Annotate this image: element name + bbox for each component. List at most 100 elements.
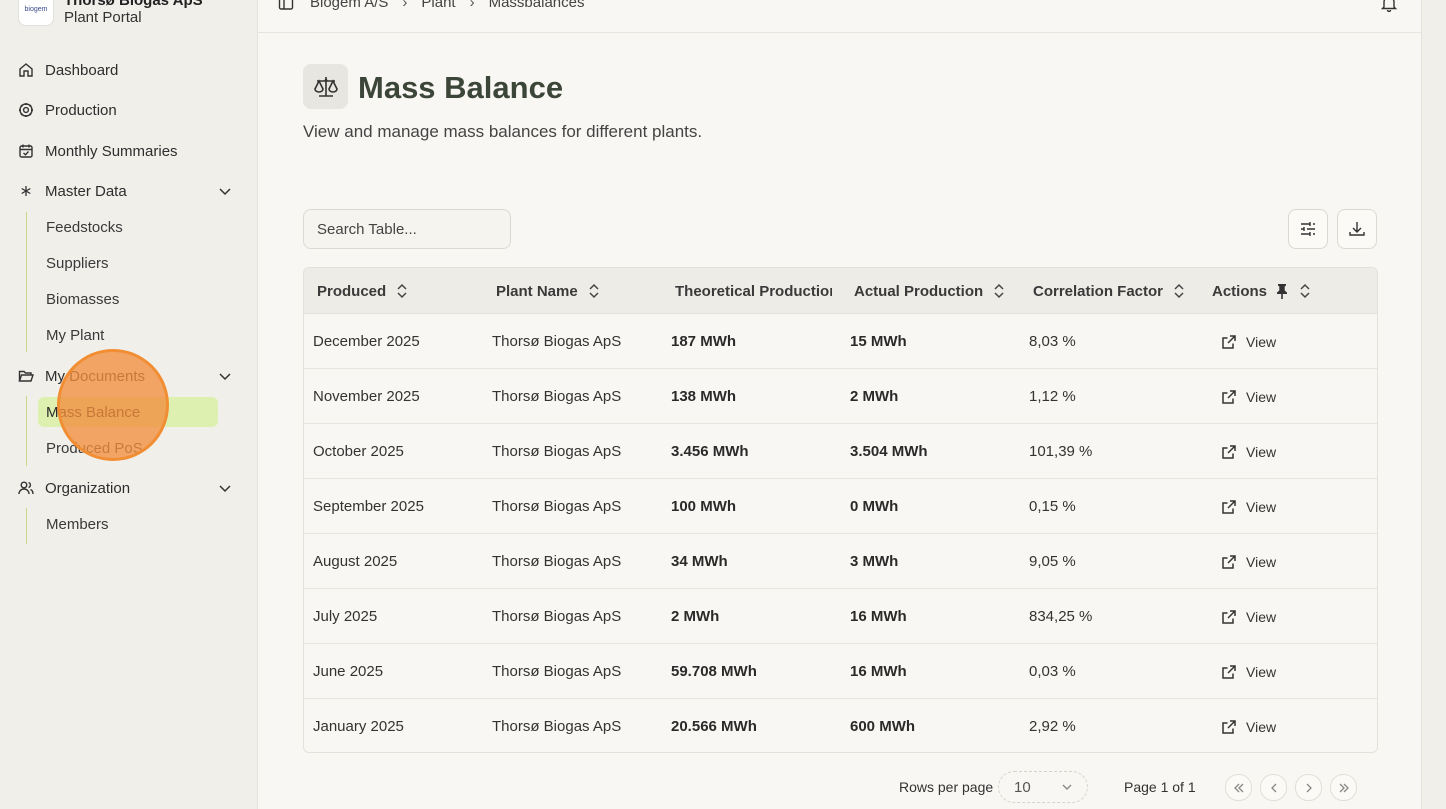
external-link-icon: [1222, 334, 1236, 349]
column-settings-button[interactable]: [1288, 209, 1328, 249]
view-button[interactable]: View: [1221, 609, 1276, 625]
column-header-correlation-factor[interactable]: Correlation Factor: [1033, 268, 1203, 314]
last-page-button[interactable]: [1330, 774, 1357, 801]
column-header-actual-production[interactable]: Actual Production: [854, 268, 1024, 314]
first-page-button[interactable]: [1225, 774, 1252, 801]
table-row: August 2025 Thorsø Biogas ApS 34 MWh 3 MWh 9…: [304, 534, 1377, 589]
mass-balance-table: Produced Plant Name Theoretical Producti…: [303, 267, 1378, 753]
sort-icon[interactable]: [993, 283, 1005, 299]
chevron-left-icon: [1270, 783, 1276, 792]
column-header-actions[interactable]: Actions: [1212, 268, 1362, 314]
cell-actions: View: [1221, 589, 1276, 644]
column-header-produced[interactable]: Produced: [317, 268, 487, 314]
sidebar-item-label: My Documents: [45, 367, 146, 385]
view-label: View: [1246, 388, 1277, 405]
chevron-down-icon: [1062, 784, 1072, 790]
cell-actions: View: [1221, 534, 1276, 589]
external-link-icon: [1222, 719, 1236, 734]
previous-page-button[interactable]: [1260, 774, 1287, 801]
view-button[interactable]: View: [1221, 719, 1276, 735]
sidebar-item-monthly-summaries[interactable]: Monthly Summaries: [18, 135, 240, 167]
sort-icon[interactable]: [588, 283, 600, 299]
view-button[interactable]: View: [1221, 664, 1276, 680]
cell-actual-production: 16 MWh: [850, 608, 907, 625]
sort-icon[interactable]: [1299, 283, 1311, 299]
submenu-line: [26, 508, 27, 544]
chevrons-left-icon: [1233, 783, 1243, 792]
cell-actual-production: 2 MWh: [850, 388, 899, 405]
cell-actions: View: [1221, 424, 1276, 479]
download-button[interactable]: [1337, 209, 1377, 249]
chevron-down-icon[interactable]: [218, 369, 232, 383]
sidebar-item-my-plant[interactable]: My Plant: [46, 326, 105, 344]
sidebar-item-label: Production: [45, 101, 117, 119]
brand[interactable]: biogem Thorsø Biogas ApS Plant Portal: [18, 0, 203, 26]
sidebar: biogem Thorsø Biogas ApS Plant Portal Da…: [0, 0, 258, 809]
breadcrumb-current: Massbalances: [488, 0, 585, 11]
cell-actions: View: [1221, 314, 1276, 369]
submenu-line: [26, 396, 27, 466]
cell-theoretical-production: 59.708 MWh: [671, 663, 757, 680]
breadcrumb-item[interactable]: Plant: [421, 0, 456, 11]
cell-plant-name: Thorsø Biogas ApS: [492, 498, 622, 515]
sidebar-item-label: Master Data: [45, 182, 127, 200]
main-content: Biogem A/S › Plant › Massbalances Mass B…: [258, 0, 1422, 809]
cell-plant-name: Thorsø Biogas ApS: [492, 718, 622, 735]
chevron-right-icon: ›: [402, 0, 408, 11]
table-row: October 2025 Thorsø Biogas ApS 3.456 MWh 3.…: [304, 424, 1377, 479]
cell-produced: January 2025: [313, 718, 404, 735]
search-input[interactable]: [303, 209, 511, 249]
sidebar-item-produced-pos[interactable]: Produced PoS: [46, 439, 143, 457]
external-link-icon: [1222, 664, 1236, 679]
rows-per-page-select[interactable]: 10: [998, 771, 1088, 803]
view-button[interactable]: View: [1221, 444, 1276, 460]
cell-produced: June 2025: [313, 663, 384, 680]
column-header-theoretical-production[interactable]: Theoretical Production: [675, 282, 832, 300]
view-button[interactable]: View: [1221, 389, 1276, 405]
view-button[interactable]: View: [1221, 554, 1276, 570]
page-description: View and manage mass balances for differ…: [303, 122, 703, 141]
sidebar-item-suppliers[interactable]: Suppliers: [46, 254, 109, 272]
sidebar-item-label: Organization: [45, 479, 131, 497]
cell-actual-production: 16 MWh: [850, 663, 907, 680]
cell-plant-name: Thorsø Biogas ApS: [492, 663, 622, 680]
sidebar-item-feedstocks[interactable]: Feedstocks: [46, 218, 123, 236]
cell-actions: View: [1221, 479, 1276, 534]
sidebar-item-biomasses[interactable]: Biomasses: [46, 290, 120, 308]
view-button[interactable]: View: [1221, 334, 1276, 350]
chevron-right-icon: ›: [469, 0, 475, 11]
sidebar-item-members[interactable]: Members: [46, 515, 109, 533]
bell-icon[interactable]: [1380, 0, 1398, 12]
cell-produced: August 2025: [313, 553, 398, 570]
chevron-down-icon[interactable]: [218, 481, 232, 495]
sidebar-item-my-documents[interactable]: My Documents: [18, 360, 240, 392]
external-link-icon: [1222, 444, 1236, 459]
view-button[interactable]: View: [1221, 499, 1276, 515]
sidebar-item-organization[interactable]: Organization: [18, 472, 240, 504]
cell-correlation-factor: 2,92 %: [1029, 718, 1076, 735]
cell-correlation-factor: 8,03 %: [1029, 333, 1076, 350]
external-link-icon: [1222, 554, 1236, 569]
chevron-down-icon[interactable]: [218, 184, 232, 198]
next-page-button[interactable]: [1295, 774, 1322, 801]
rows-per-page-label: Rows per page: [899, 779, 994, 795]
sort-icon[interactable]: [396, 283, 408, 299]
chevron-right-icon: [1306, 783, 1312, 792]
sidebar-item-production[interactable]: Production: [18, 94, 240, 126]
breadcrumb-item[interactable]: Biogem A/S: [310, 0, 389, 11]
window-edge: [1422, 0, 1446, 809]
column-header-plant-name[interactable]: Plant Name: [496, 268, 666, 314]
sidebar-item-mass-balance[interactable]: Mass Balance: [38, 397, 218, 427]
sidebar-item-dashboard[interactable]: Dashboard: [18, 54, 240, 86]
table-header: Produced Plant Name Theoretical Producti…: [304, 268, 1377, 314]
topbar: Biogem A/S › Plant › Massbalances: [258, 0, 1422, 33]
sidebar-toggle-icon[interactable]: [278, 0, 294, 11]
sidebar-item-master-data[interactable]: Master Data: [18, 175, 240, 207]
pin-icon[interactable]: [1275, 283, 1289, 299]
portal-subtitle: Plant Portal: [64, 9, 142, 26]
sort-icon[interactable]: [1173, 283, 1185, 299]
cell-actual-production: 3.504 MWh: [850, 443, 928, 460]
cell-produced: September 2025: [313, 498, 424, 515]
folder-open-icon: [18, 368, 34, 384]
cell-theoretical-production: 100 MWh: [671, 498, 737, 515]
